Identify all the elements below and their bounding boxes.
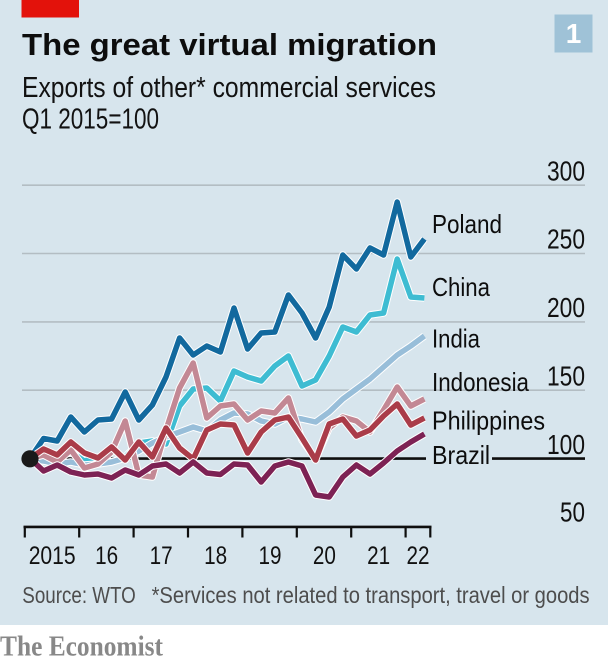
svg-text:300: 300 [547, 155, 585, 186]
svg-text:Brazil: Brazil [432, 440, 490, 470]
svg-text:Poland: Poland [432, 209, 502, 239]
svg-text:21: 21 [367, 542, 390, 570]
svg-text:India: India [432, 324, 480, 354]
svg-text:20: 20 [313, 542, 336, 570]
svg-text:16: 16 [95, 542, 118, 570]
svg-text:17: 17 [150, 542, 173, 570]
svg-text:18: 18 [204, 542, 227, 570]
svg-text:200: 200 [547, 292, 585, 323]
svg-text:250: 250 [547, 224, 585, 255]
svg-text:Philippines: Philippines [432, 406, 545, 436]
svg-text:Indonesia: Indonesia [432, 367, 529, 397]
svg-text:100: 100 [547, 429, 585, 460]
svg-text:The Economist: The Economist [0, 632, 164, 663]
svg-text:Exports of other* commercial s: Exports of other* commercial services [22, 72, 436, 104]
svg-text:China: China [432, 272, 490, 302]
svg-text:2015: 2015 [29, 542, 76, 570]
svg-text:19: 19 [259, 542, 282, 570]
svg-text:Q1 2015=100: Q1 2015=100 [22, 104, 159, 136]
svg-text:22: 22 [407, 542, 430, 570]
svg-text:*Services not related to trans: *Services not related to transport, trav… [152, 582, 590, 608]
svg-text:50: 50 [560, 497, 585, 528]
svg-text:150: 150 [547, 360, 585, 391]
svg-text:1: 1 [566, 18, 582, 49]
svg-text:The great virtual migration: The great virtual migration [22, 27, 437, 62]
svg-text:Source: WTO: Source: WTO [22, 582, 136, 608]
